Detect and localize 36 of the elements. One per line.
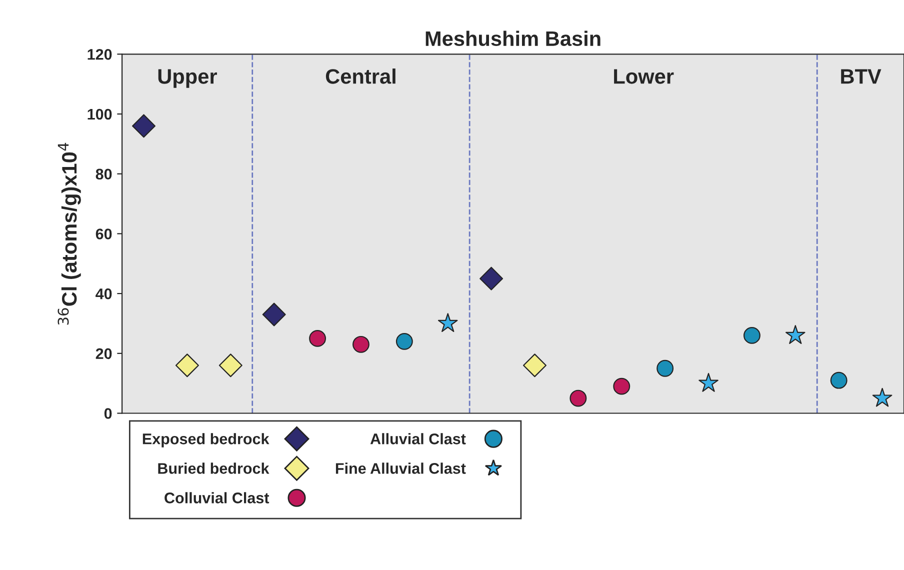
point <box>570 390 587 407</box>
y-tick-label: 60 <box>96 228 112 240</box>
point <box>309 330 326 347</box>
chart-title: Meshushim Basin <box>426 30 600 46</box>
y-tick-label: 80 <box>96 168 112 180</box>
y-tick-label: 20 <box>96 348 112 360</box>
annotation: Lower <box>614 69 674 84</box>
point <box>613 378 630 395</box>
annotation: Upper <box>158 69 217 88</box>
point <box>872 388 892 407</box>
point <box>396 332 413 350</box>
y-axis-title: $^{36}$Cl (atoms/g)x10$^{4}$ <box>58 142 81 325</box>
legend-label: Buried bedrock <box>158 462 270 474</box>
point <box>480 266 504 290</box>
point <box>218 354 242 378</box>
annotation: BTV <box>841 69 882 84</box>
y-tick-label: 120 <box>88 49 112 60</box>
y-tick-label: 100 <box>88 108 112 120</box>
y-tick-label: 0 <box>104 408 112 419</box>
annotation: Central <box>326 68 396 84</box>
legend-label: Fine Alluvial Clast <box>336 462 466 474</box>
point <box>262 302 286 326</box>
point <box>352 336 370 353</box>
legend-label: Alluvial Clast <box>370 433 466 444</box>
point <box>522 354 546 378</box>
point <box>698 372 718 392</box>
y-tick-label: 40 <box>96 288 112 300</box>
point <box>656 360 674 377</box>
point <box>830 372 848 389</box>
legend-label: Colluvial Clast <box>164 492 270 504</box>
point <box>743 326 760 344</box>
legend-label: Exposed bedrock <box>142 433 270 448</box>
point <box>786 325 806 344</box>
point <box>132 114 156 138</box>
point <box>175 354 199 378</box>
point <box>438 313 458 332</box>
